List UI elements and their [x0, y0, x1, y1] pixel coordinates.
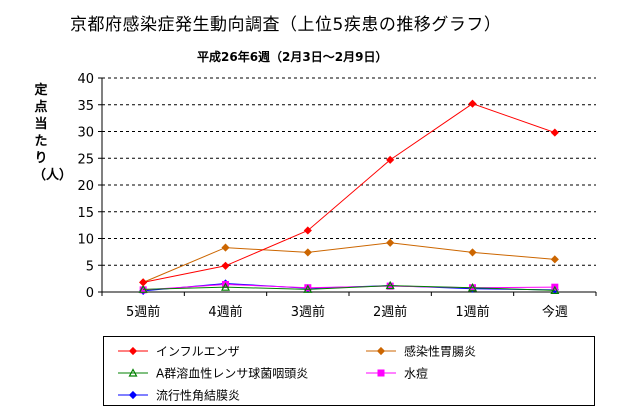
- series-line: [142, 242, 555, 283]
- y-tick-label: 25: [77, 152, 94, 167]
- x-tick-label: 5週前: [126, 304, 160, 320]
- y-tick-label: 5: [86, 259, 94, 274]
- y-tick-label: 40: [77, 72, 94, 87]
- y-tick-label: 15: [77, 206, 94, 221]
- y-tick-label: 30: [77, 126, 94, 141]
- x-tick-label: 今週: [542, 304, 568, 320]
- data-point: [139, 278, 148, 287]
- data-point: [303, 226, 312, 235]
- y-tick-label: 10: [77, 233, 94, 248]
- y-tick-label: 35: [77, 99, 94, 114]
- data-point: [303, 248, 312, 257]
- legend-label: 流行性角結膜炎: [156, 389, 240, 403]
- data-point: [386, 155, 395, 164]
- x-tick-label: 3週前: [291, 304, 325, 320]
- legend-marker: [128, 368, 138, 377]
- y-tick-label: 20: [77, 179, 94, 194]
- chart-subtitle: 平成26年6週（2月3日～2月9日）: [197, 50, 388, 64]
- legend-marker: [376, 346, 386, 356]
- y-tick-label: 0: [86, 286, 94, 301]
- data-point: [386, 238, 395, 247]
- x-tick-label: 4週前: [208, 304, 242, 320]
- data-point: [467, 282, 478, 292]
- chart-legend: インフルエンザ 感染性胃腸炎 A群溶血性レンサ球菌咽頭炎 水痘流行性角結膜炎: [103, 336, 595, 406]
- data-point: [220, 282, 231, 291]
- legend-label: A群溶血性レンサ球菌咽頭炎: [156, 366, 308, 381]
- legend-label: インフルエンザ: [156, 345, 240, 359]
- series-line: [143, 103, 555, 283]
- data-point: [303, 284, 313, 293]
- data-point: [221, 243, 230, 252]
- line-chart: 0 5 10 15 20 25 30 35 40 5週前 4週前 3週前 2週前 1週前 今週: [77, 72, 597, 320]
- data-point: [550, 128, 559, 137]
- legend-marker: [128, 390, 138, 400]
- data-point: [221, 261, 230, 270]
- legend-marker: [128, 346, 138, 356]
- series-line: [143, 285, 555, 291]
- data-point: [550, 285, 560, 294]
- series-line: [143, 284, 555, 291]
- data-point: [468, 248, 477, 257]
- x-tick-label: 1週前: [455, 304, 489, 320]
- data-point: [138, 284, 148, 293]
- legend-marker: [377, 369, 385, 377]
- chart-title: 京都府感染症発生動向調査（上位5疾患の推移グラフ）: [70, 15, 502, 35]
- legend-label: 水痘: [404, 366, 428, 381]
- x-tick-label: 2週前: [373, 304, 407, 320]
- data-point: [385, 280, 395, 290]
- legend-label: 感染性胃腸炎: [404, 344, 476, 359]
- data-point: [468, 99, 477, 108]
- data-point: [550, 255, 559, 264]
